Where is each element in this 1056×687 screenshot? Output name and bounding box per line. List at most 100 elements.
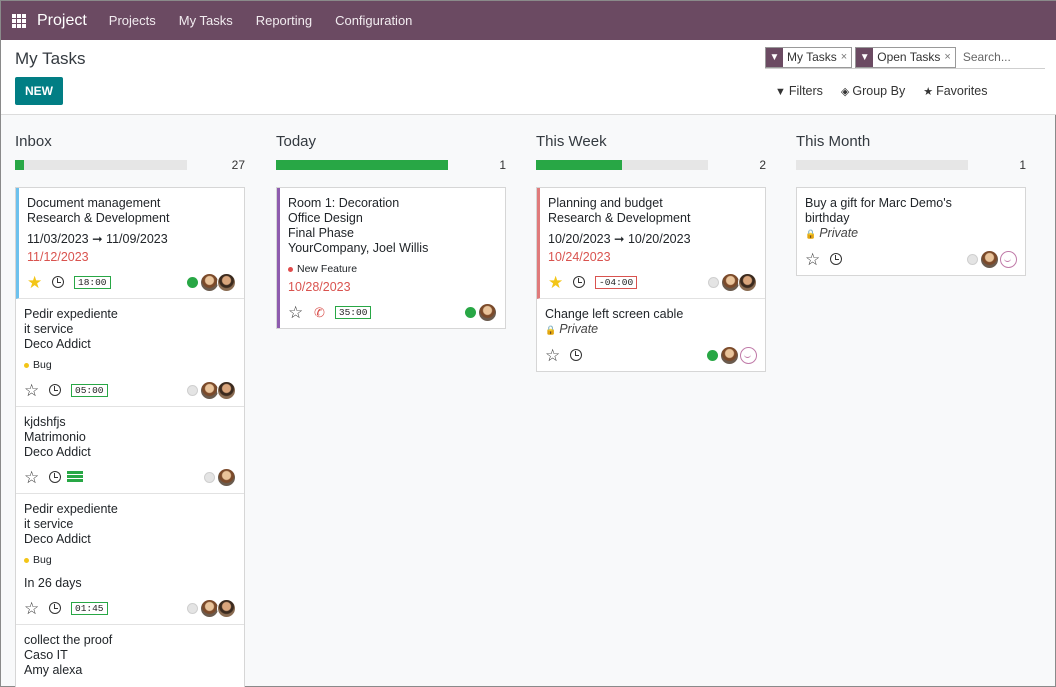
tag-label: Bug [33, 554, 52, 566]
task-card[interactable]: Document management Research & Developmen… [16, 188, 244, 299]
task-detail: Matrimonio [24, 430, 86, 444]
tag-label: Bug [33, 359, 52, 371]
allocated-hours-badge: -04:00 [595, 275, 638, 289]
task-card[interactable]: Room 1: Decoration Office Design Final Pha… [277, 188, 505, 328]
card-footer: ☆ [805, 249, 1017, 269]
filter-icon: ▼ [775, 86, 786, 98]
spreadsheet-icon[interactable] [67, 470, 83, 484]
private-text: Private [559, 322, 599, 336]
control-panel: My Tasks NEW ▼ My Tasks × ▼ Open Tasks ×… [1, 40, 1056, 115]
task-detail: it service [24, 517, 74, 531]
column-title[interactable]: Inbox [15, 133, 52, 150]
assignee-avatar[interactable] [217, 598, 236, 618]
activity-clock-icon[interactable] [49, 384, 61, 396]
card-footer: ☆ ✆ 35:00 [288, 302, 497, 322]
task-card[interactable]: Pedir expediente it service Deco Addict Bug… [16, 299, 244, 407]
app-menu-icon[interactable] [12, 13, 26, 28]
task-detail: YourCompany, Joel Willis [288, 241, 429, 255]
column-title[interactable]: This Month [796, 133, 871, 150]
group-by-button[interactable]: ◈ Group By [841, 84, 905, 98]
search-input[interactable] [962, 50, 1025, 64]
new-button[interactable]: NEW [15, 77, 63, 105]
nav-item-projects[interactable]: Projects [108, 13, 156, 28]
task-card[interactable]: kjdshfjs Matrimonio Deco Addict ☆ [16, 407, 244, 494]
progress-fill [536, 160, 622, 170]
kanban-state-icon[interactable] [707, 349, 718, 361]
activity-clock-icon[interactable] [49, 471, 61, 483]
priority-star-icon[interactable]: ☆ [545, 345, 561, 365]
lock-icon: 🔒 [545, 325, 557, 335]
remove-facet-icon[interactable]: × [840, 51, 848, 63]
column-progress-bar[interactable] [15, 160, 187, 170]
task-deadline: 10/24/2023 [548, 250, 611, 264]
task-card[interactable]: Planning and budget Research & Developmen… [537, 188, 765, 299]
column-title[interactable]: This Week [536, 133, 607, 150]
activity-clock-icon[interactable] [52, 276, 64, 288]
layers-icon: ◈ [840, 86, 850, 98]
assignee-avatar[interactable] [980, 249, 999, 269]
activity-clock-icon[interactable] [570, 349, 582, 361]
task-date-range: 11/03/2023 ➞ 11/09/2023 [27, 232, 168, 246]
filters-button[interactable]: ▼ Filters [775, 84, 823, 98]
favorites-button[interactable]: ★ Favorites [923, 84, 987, 98]
priority-star-icon[interactable]: ☆ [24, 598, 40, 618]
assignee-avatar[interactable] [738, 272, 757, 292]
task-deadline: 11/12/2023 [27, 250, 89, 264]
activity-clock-icon[interactable] [830, 253, 842, 265]
assignee-avatar[interactable] [478, 302, 497, 322]
filter-icon: ▼ [766, 47, 783, 67]
kanban-state-icon[interactable] [187, 276, 198, 288]
card-footer: ☆ [24, 467, 236, 487]
kanban-state-icon[interactable] [708, 276, 719, 288]
column-progress-bar[interactable] [796, 160, 968, 170]
progress-fill [15, 160, 24, 170]
assignee-avatar[interactable] [217, 380, 236, 400]
task-card[interactable]: Buy a gift for Marc Demo's birthday 🔒 Priva… [797, 188, 1025, 275]
nav-item-my-tasks[interactable]: My Tasks [178, 13, 233, 28]
card-footer-right [204, 685, 236, 687]
task-name: Room 1: Decoration [288, 196, 400, 210]
activity-clock-icon[interactable] [573, 276, 585, 288]
column-title[interactable]: Today [276, 133, 317, 150]
card-list: Room 1: Decoration Office Design Final Pha… [276, 187, 506, 329]
card-footer-right [187, 272, 236, 292]
tag-color-dot [288, 267, 293, 272]
nav-item-configuration[interactable]: Configuration [335, 13, 413, 28]
assignee-avatar[interactable] [217, 467, 236, 487]
priority-star-icon[interactable]: ☆ [24, 380, 40, 400]
kanban-state-icon[interactable] [204, 471, 215, 483]
allocated-hours-badge: 01:45 [71, 601, 108, 615]
priority-star-icon[interactable]: ★ [548, 272, 564, 292]
phone-icon[interactable]: ✆ [314, 304, 325, 320]
card-list: Planning and budget Research & Developmen… [536, 187, 766, 372]
column-count: 1 [499, 158, 506, 172]
task-detail: Deco Addict [24, 445, 91, 459]
column-progress-bar[interactable] [536, 160, 708, 170]
task-deadline: 10/28/2023 [288, 280, 351, 294]
kanban-state-icon[interactable] [967, 253, 978, 265]
kanban-state-icon[interactable] [187, 602, 198, 614]
assignee-avatar[interactable] [217, 272, 236, 292]
assignee-avatar[interactable] [720, 345, 739, 365]
priority-star-icon[interactable]: ☆ [24, 467, 40, 487]
column-progress-bar[interactable] [276, 160, 448, 170]
priority-star-icon[interactable]: ☆ [805, 249, 821, 269]
task-tag: Bug [24, 553, 236, 568]
card-footer-right [465, 302, 497, 322]
kanban-state-icon[interactable] [465, 306, 476, 318]
remove-facet-icon[interactable]: × [944, 51, 951, 63]
kanban-state-icon[interactable] [187, 384, 198, 396]
priority-star-icon[interactable]: ☆ [288, 302, 304, 322]
page-title: My Tasks [15, 49, 86, 68]
app-brand[interactable]: Project [37, 11, 87, 29]
filter-icon: ▼ [856, 47, 874, 67]
task-card[interactable]: Change left screen cable 🔒 Private ☆ [537, 299, 765, 371]
facet-label: My Tasks [787, 50, 837, 64]
search-options: ▼ Filters ◈ Group By ★ Favorites [775, 84, 987, 98]
priority-star-icon[interactable]: ★ [27, 272, 43, 292]
nav-item-reporting[interactable]: Reporting [255, 13, 313, 28]
task-card[interactable]: Pedir expediente it service Deco Addict Bug… [16, 494, 244, 625]
task-detail: Research & Development [548, 211, 691, 225]
activity-clock-icon[interactable] [49, 602, 61, 614]
